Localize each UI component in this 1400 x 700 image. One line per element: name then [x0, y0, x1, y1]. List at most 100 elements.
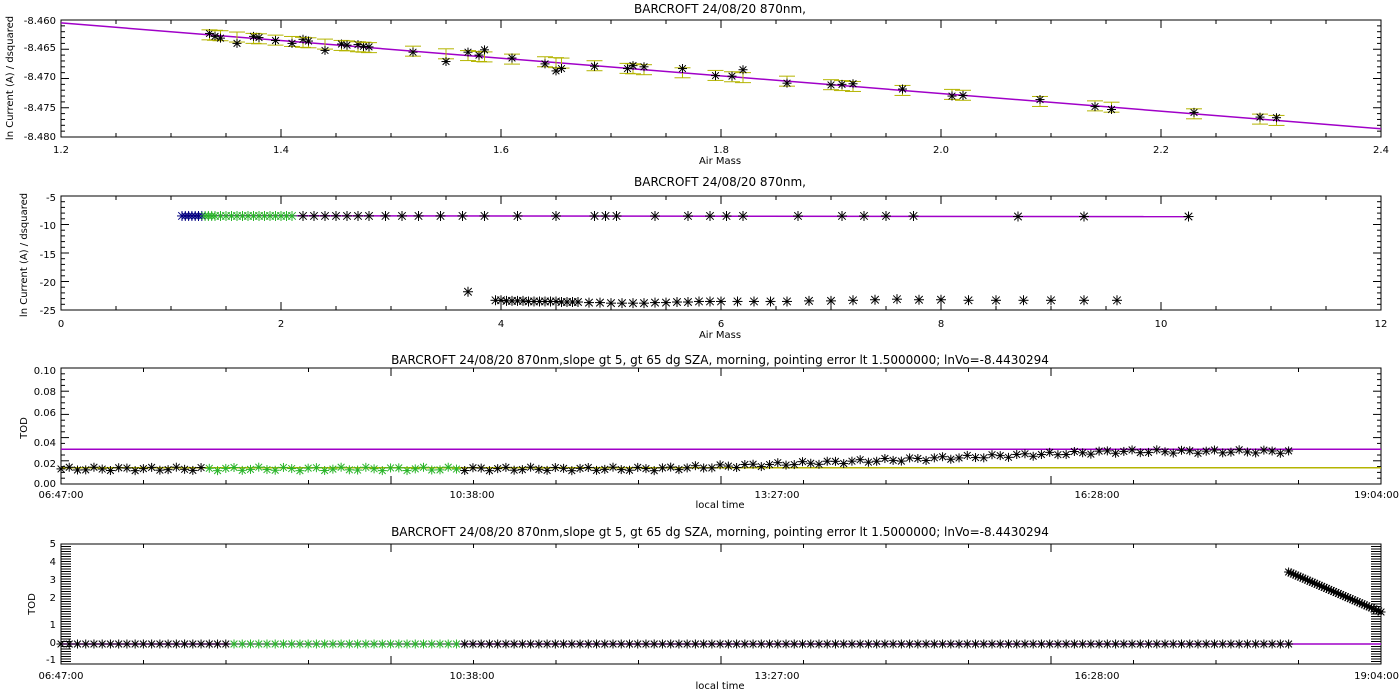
data-point [1079, 211, 1089, 222]
data-point [987, 450, 997, 460]
data-point [303, 639, 313, 649]
star-stroke [576, 640, 584, 648]
data-point [1275, 639, 1285, 649]
data-point [534, 464, 544, 474]
data-point [822, 639, 832, 649]
star-stroke [1095, 640, 1103, 648]
data-point [559, 639, 569, 649]
star-stroke [1070, 447, 1079, 456]
star-stroke [1256, 113, 1264, 121]
data-point [650, 210, 660, 221]
star-stroke [238, 640, 246, 648]
data-point [847, 639, 857, 649]
data-point [89, 462, 99, 472]
data-point [789, 460, 799, 470]
x-tick-label: 2.4 [1373, 145, 1389, 156]
data-point [806, 639, 816, 649]
star-stroke [320, 211, 330, 221]
data-point [905, 453, 915, 463]
star-stroke [1079, 296, 1089, 305]
star-stroke [246, 465, 255, 474]
data-point [765, 296, 776, 307]
x-tick-label: 06:47:00 [39, 490, 84, 501]
data-point [616, 465, 626, 475]
data-point [830, 456, 840, 466]
x-tick-labels: 06:47:00 10:38:00 13:27:00 16:28:00 19:0… [39, 671, 1399, 682]
star-stroke [480, 46, 489, 54]
data-point [413, 210, 424, 221]
star-stroke [551, 463, 560, 472]
star-stroke [551, 640, 560, 648]
data-point [600, 210, 611, 221]
y-tick-label: 0.04 [34, 438, 56, 449]
data-point [740, 460, 750, 470]
data-point [361, 462, 371, 472]
data-point [987, 639, 997, 649]
data-point [946, 639, 956, 649]
fit-line [60, 22, 1382, 130]
star-stroke [749, 640, 757, 648]
star-stroke [469, 464, 477, 472]
data-point [320, 639, 330, 649]
star-stroke [123, 640, 131, 648]
data-point [1201, 639, 1211, 649]
data-point [328, 464, 338, 474]
data-point [1107, 105, 1116, 115]
star-stroke [971, 640, 980, 648]
data-point [540, 59, 550, 69]
y-tick-label: -15 [40, 250, 56, 261]
star-stroke [766, 297, 775, 306]
data-point [457, 210, 468, 221]
data-point [995, 451, 1005, 461]
data-point [517, 465, 527, 475]
data-point [789, 639, 799, 649]
data-point [1094, 639, 1104, 649]
star-stroke [856, 640, 864, 648]
star-stroke [658, 640, 667, 648]
star-stroke [831, 640, 840, 648]
star-stroke [559, 640, 568, 648]
data-point [353, 210, 363, 221]
data-point [353, 465, 363, 475]
y-tick-labels: -1 0 1 2 3 4 5 [46, 539, 56, 666]
data-point [72, 465, 82, 475]
star-stroke [90, 463, 98, 471]
data-point [1003, 639, 1013, 649]
star-stroke [930, 640, 939, 648]
data-point [682, 639, 692, 649]
data-point [839, 459, 849, 469]
star-stroke [683, 211, 693, 221]
data-point [705, 210, 715, 221]
star-stroke [296, 640, 304, 648]
star-stroke [1210, 640, 1219, 648]
star-stroke [370, 465, 378, 473]
y-tick-label: 0.02 [34, 459, 56, 470]
data-point [1209, 445, 1219, 455]
star-stroke [897, 640, 906, 648]
data-point [1046, 295, 1056, 306]
star-stroke [612, 211, 621, 221]
star-stroke [1120, 447, 1128, 456]
data-point [1185, 446, 1195, 456]
star-stroke [205, 640, 214, 648]
data-point [608, 639, 618, 649]
star-stroke [1243, 640, 1252, 648]
data-point [196, 639, 206, 649]
data-point [1218, 448, 1228, 458]
star-stroke [1103, 447, 1112, 455]
star-stroke [428, 640, 436, 648]
data-point [723, 639, 733, 649]
data-point [954, 639, 964, 649]
star-stroke [584, 298, 594, 307]
data-point [221, 463, 231, 473]
data-point [287, 639, 297, 649]
star-stroke [365, 43, 373, 51]
data-point [913, 639, 923, 649]
star-stroke [1251, 640, 1260, 648]
star-stroke [839, 640, 848, 648]
star-stroke [749, 297, 759, 306]
star-stroke [922, 456, 930, 465]
star-stroke [838, 80, 846, 89]
data-point [1086, 449, 1096, 459]
data-point [699, 463, 709, 473]
